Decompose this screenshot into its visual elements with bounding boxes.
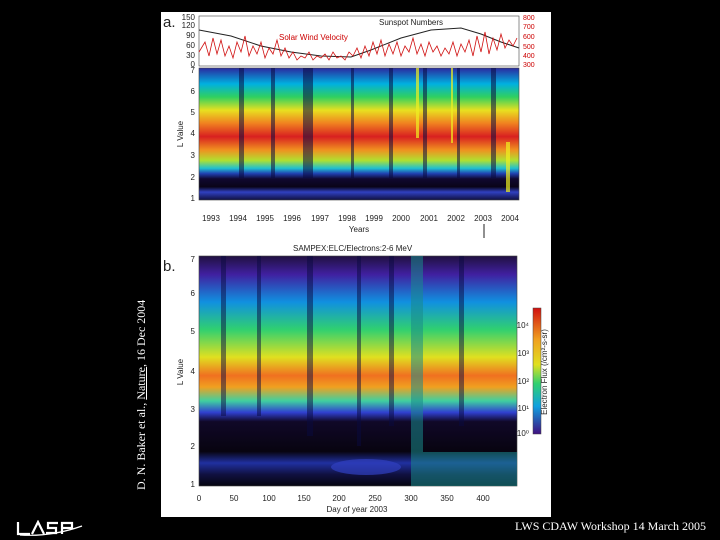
panel-a-x-tick: 2002 [447,214,465,223]
top-right-tick: 300 [523,62,535,69]
panel-a-y-tick: 1 [191,194,196,203]
panel-a-top-plot: Sunspot Numbers Solar Wind Velocity 150 … [182,13,535,69]
solar-wind-label: Solar Wind Velocity [279,33,348,42]
panel-b-x-tick: 300 [404,494,418,503]
figure: a. b. [161,12,551,517]
panel-a-x-tick: 1994 [229,214,247,223]
citation-text: D. N. Baker et al., Nature, 16 Dec 2004 [134,299,148,490]
panel-a-xlabel: Years [349,225,369,234]
panel-a-y-tick: 4 [191,129,196,138]
panel-a-x-tick: 1993 [202,214,220,223]
colorbar-label: Electron Flux (/cm²-s-sr) [540,329,549,415]
citation-journal: Nature [134,367,148,400]
colorbar-tick: 10³ [517,349,529,358]
top-right-tick: 500 [523,44,535,51]
panel-b-xlabel: Day of year 2003 [327,505,388,514]
top-left-tick: 120 [182,21,196,30]
panel-a-x-tick: 2001 [420,214,438,223]
panel-a-x-tick: 1995 [256,214,274,223]
colorbar-tick: 10¹ [517,404,529,413]
top-left-tick: 30 [186,51,195,60]
panel-a-x-tick: 2003 [474,214,492,223]
top-left-tick: 60 [186,41,195,50]
lasp-logo-icon [16,520,83,536]
panel-a-y-tick: 5 [191,108,196,117]
panel-a-label: a. [163,14,176,31]
panel-b-x-tick: 150 [297,494,311,503]
panel-b-x-ticks: 0 50 100 150 200 250 300 350 400 [197,494,490,503]
panel-b: SAMPEX:ELC/Electrons:2-6 MeV L Value 7 6… [176,244,518,514]
citation-date: 16 Dec 2004 [134,299,148,362]
figure-svg: Sunspot Numbers Solar Wind Velocity 150 … [176,13,549,514]
colorbar: 10⁴ 10³ 10² 10¹ 10⁰ Electron Flux (/cm²-… [517,307,549,438]
panel-a-y-tick: 6 [191,87,196,96]
panel-b-y-tick: 4 [191,367,196,376]
panel-a-x-tick: 1998 [338,214,356,223]
colorbar-tick: 10⁴ [517,321,530,330]
panel-a-top-right-ticks: 800 700 600 500 400 300 [523,15,535,69]
panel-b-x-tick: 200 [332,494,346,503]
colorbar-tick: 10⁰ [517,429,529,438]
panel-b-x-tick: 0 [197,494,202,503]
top-right-tick: 400 [523,53,535,60]
panel-a-ylabel: L Value [176,120,185,147]
panel-a-x-tick: 2004 [501,214,519,223]
colorbar-tick: 10² [517,377,529,386]
panel-a-spectrogram: L Value 7 6 5 4 3 2 1 1993 1994 1995 199… [176,66,519,238]
top-left-tick: 90 [186,31,195,40]
panel-a-x-tick: 1999 [365,214,383,223]
top-right-tick: 800 [523,15,535,22]
panel-b-y-tick: 3 [191,405,196,414]
top-left-tick: 0 [191,60,196,69]
panel-b-title: SAMPEX:ELC/Electrons:2-6 MeV [293,244,413,253]
panel-a-y-ticks: 7 6 5 4 3 2 1 [191,66,196,203]
panel-b-x-tick: 250 [368,494,382,503]
panel-b-y-tick: 7 [191,255,196,264]
panel-b-x-tick: 400 [476,494,490,503]
panel-b-label: b. [163,258,176,275]
panel-b-y-ticks: 7 6 5 4 3 2 1 [191,255,196,489]
panel-a-y-tick: 2 [191,173,196,182]
top-right-tick: 600 [523,34,535,41]
footer-text: LWS CDAW Workshop 14 March 2005 [514,519,706,533]
panel-b-y-tick: 1 [191,480,196,489]
panel-a-x-tick: 1996 [283,214,301,223]
citation-authors: D. N. Baker et al., [134,402,148,490]
top-left-tick: 150 [182,13,196,22]
panel-a-x-tick: 1997 [311,214,329,223]
panel-b-y-tick: 2 [191,442,196,451]
sunspot-label: Sunspot Numbers [379,18,443,27]
panel-a-x-tick: 2000 [392,214,410,223]
panel-b-x-tick: 100 [262,494,276,503]
panel-a-y-tick: 7 [191,66,196,75]
panel-b-ylabel: L Value [176,358,185,385]
panel-b-y-tick: 6 [191,289,196,298]
panel-a-top-left-ticks: 150 120 90 60 30 0 [182,13,196,69]
solar-wind-curve [198,31,518,61]
panel-a-x-ticks: 1993 1994 1995 1996 1997 1998 1999 2000 … [202,214,519,223]
top-right-tick: 700 [523,24,535,31]
panel-b-x-tick: 350 [440,494,454,503]
panel-b-x-tick: 50 [230,494,239,503]
panel-a-y-tick: 3 [191,151,196,160]
panel-b-y-tick: 5 [191,327,196,336]
